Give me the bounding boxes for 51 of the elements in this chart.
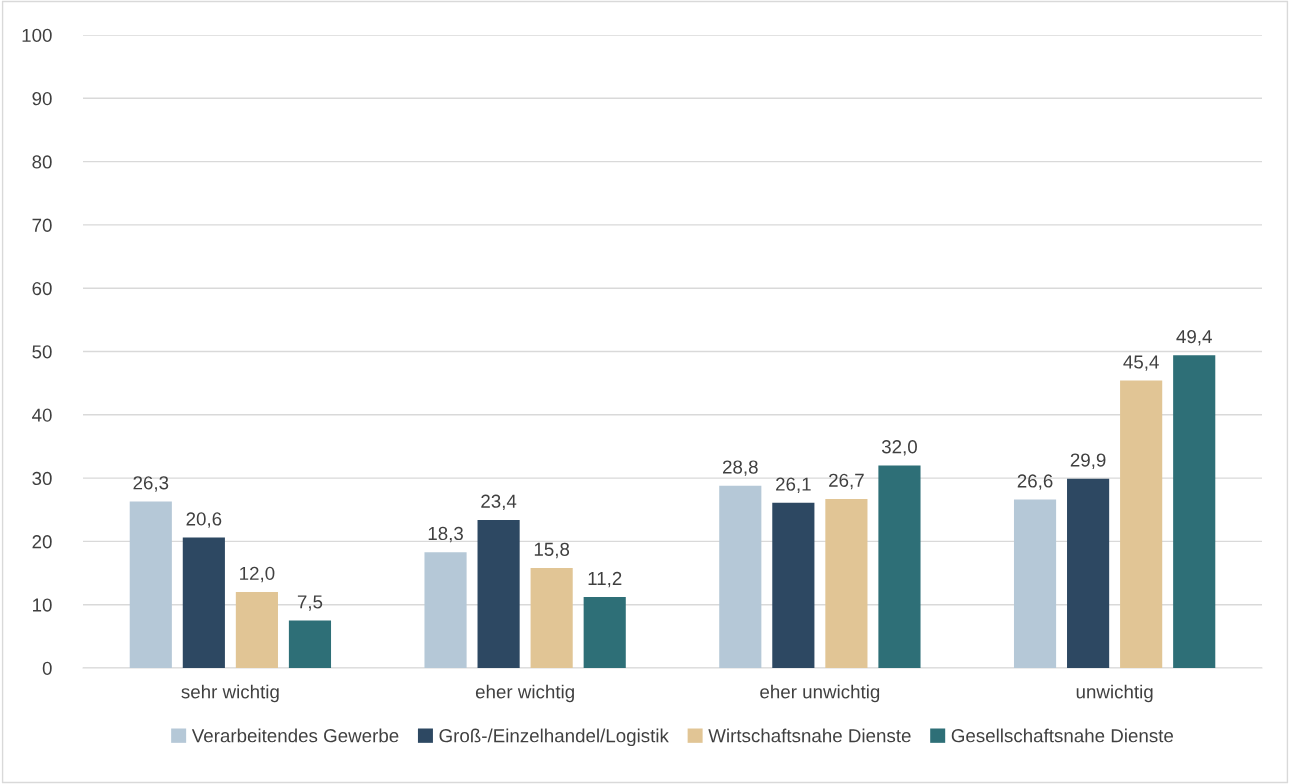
legend-label: Gesellschaftsnahe Dienste [951, 728, 1174, 743]
data-label: 23,4 [481, 494, 517, 511]
legend-label: Verarbeitendes Gewerbe [191, 728, 399, 743]
y-tick-label: 70 [32, 218, 52, 232]
bar [1120, 380, 1163, 668]
data-label: 15,8 [534, 542, 570, 559]
x-tick-label: unwichtig [1076, 684, 1153, 703]
data-label: 28,8 [722, 460, 758, 476]
bar [719, 485, 762, 668]
y-tick-label: 10 [33, 598, 52, 612]
data-label: 45,4 [1123, 355, 1159, 371]
y-tick-label: 30 [32, 471, 52, 486]
data-label: 18,3 [428, 526, 463, 543]
y-tick-label: 50 [32, 345, 52, 359]
bar [235, 592, 278, 668]
data-label: 11,2 [588, 571, 622, 588]
y-tick-label: 100 [22, 28, 52, 42]
bar [1173, 355, 1216, 668]
data-label: 7,5 [297, 595, 323, 611]
bar [825, 498, 868, 668]
data-label: 29,9 [1070, 453, 1106, 469]
bar [1013, 499, 1057, 668]
bar [424, 552, 467, 668]
bar [1067, 478, 1110, 668]
x-tick-label: sehr wichtig [181, 684, 279, 703]
bar [288, 620, 332, 668]
data-label: 32,0 [881, 440, 917, 456]
data-label: 26,3 [133, 476, 169, 492]
legend-label: Wirtschaftsnahe Dienste [708, 728, 911, 743]
bar [772, 502, 815, 668]
legend-label: Groß-/Einzelhandel/Logistik [439, 728, 669, 747]
data-label: 26,1 [776, 477, 811, 493]
data-label: 12,0 [240, 566, 275, 583]
y-tick-label: 80 [32, 155, 52, 169]
x-tick-label: eher wichtig [475, 684, 574, 703]
bar [878, 465, 921, 668]
data-label: 20,6 [186, 512, 222, 528]
y-tick-label: 0 [42, 661, 52, 675]
bar [477, 519, 520, 668]
bar [182, 537, 225, 668]
y-tick-label: 60 [32, 281, 52, 296]
bar [530, 567, 573, 668]
bar [583, 597, 626, 668]
data-label: 26,6 [1017, 474, 1053, 490]
y-tick-label: 90 [32, 92, 52, 106]
y-tick-label: 20 [32, 535, 52, 549]
data-label: 49,4 [1176, 329, 1212, 346]
x-tick-label: eher unwichtig [760, 684, 880, 703]
y-tick-label: 40 [32, 408, 52, 422]
bar [129, 501, 172, 668]
data-label: 26,7 [829, 473, 864, 490]
